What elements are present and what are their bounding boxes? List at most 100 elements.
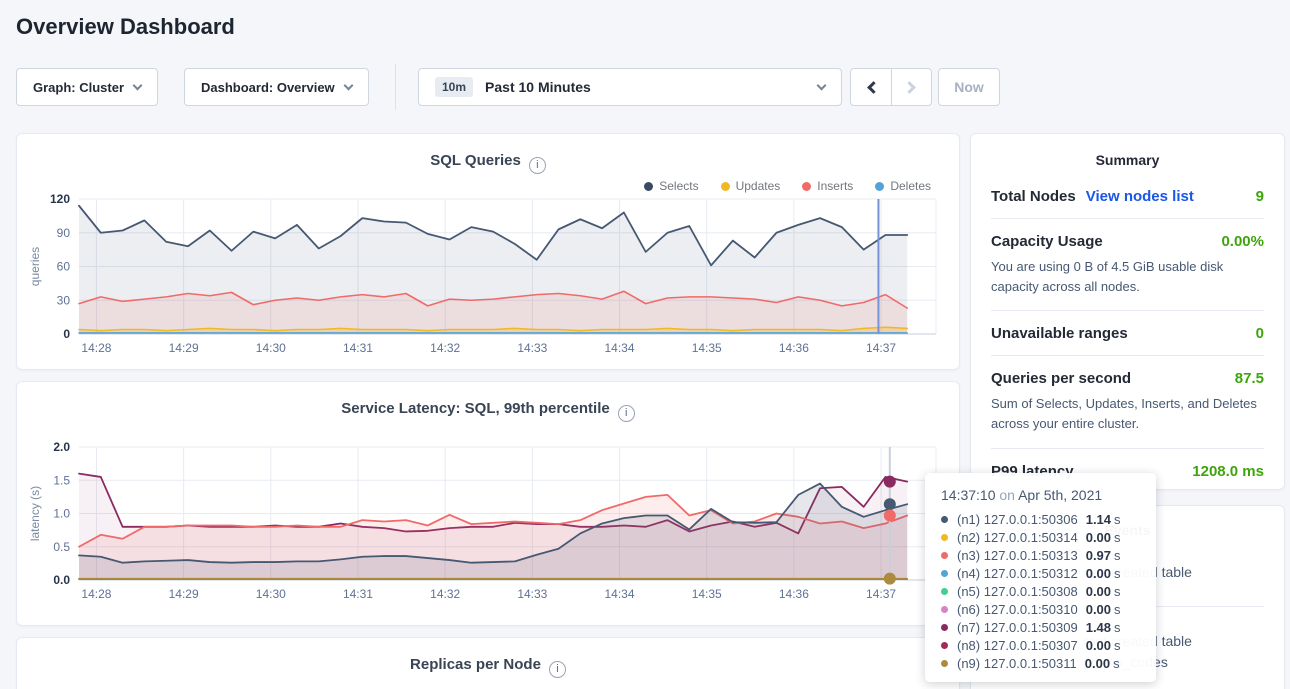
time-nav-group xyxy=(850,68,932,106)
summary-row-capacity: Capacity Usage 0.00% You are using 0 B o… xyxy=(991,219,1264,311)
svg-text:14:29: 14:29 xyxy=(169,341,199,355)
svg-text:14:31: 14:31 xyxy=(343,587,373,601)
qps-label: Queries per second xyxy=(991,370,1131,387)
chart-tooltip: 14:37:10 on Apr 5th, 2021 (n1) 127.0.0.1… xyxy=(925,473,1156,682)
svg-text:14:35: 14:35 xyxy=(692,341,722,355)
view-nodes-list-link[interactable]: View nodes list xyxy=(1086,188,1194,205)
svg-text:14:33: 14:33 xyxy=(517,341,547,355)
svg-text:14:30: 14:30 xyxy=(256,341,286,355)
svg-text:14:29: 14:29 xyxy=(169,587,199,601)
capacity-usage-desc: You are using 0 B of 4.5 GiB usable disk… xyxy=(991,257,1264,297)
summary-row-unavailable: Unavailable ranges 0 xyxy=(991,311,1264,356)
tooltip-row: (n9) 127.0.0.1:50311 0.00s xyxy=(941,654,1142,672)
tooltip-time: 14:37:10 xyxy=(941,487,996,503)
svg-text:0: 0 xyxy=(63,327,70,341)
tooltip-node-value: 1.48 xyxy=(1086,620,1111,635)
summary-row-total-nodes: Total Nodes View nodes list 9 xyxy=(991,174,1264,219)
tooltip-node-value: 0.00 xyxy=(1085,656,1110,671)
service-latency-chart[interactable]: 14:28 14:29 14:30 14:31 14:32 14:33 14:34 14:35… xyxy=(17,434,961,614)
svg-text:90: 90 xyxy=(57,226,71,240)
tooltip-node-unit: s xyxy=(1114,566,1121,581)
tooltip-node-value: 0.00 xyxy=(1086,602,1111,617)
svg-text:14:37: 14:37 xyxy=(866,341,896,355)
tooltip-node-value: 0.00 xyxy=(1086,530,1111,545)
replicas-per-node-title: Replicas per Node i xyxy=(17,656,959,678)
tooltip-node-label: (n6) 127.0.0.1:50310 xyxy=(957,602,1078,617)
tooltip-timestamp: 14:37:10 on Apr 5th, 2021 xyxy=(941,487,1142,503)
chevron-down-icon xyxy=(133,80,143,90)
tooltip-node-label: (n4) 127.0.0.1:50312 xyxy=(957,566,1078,581)
tooltip-node-value: 0.00 xyxy=(1086,566,1111,581)
graph-dropdown[interactable]: Graph: Cluster xyxy=(16,68,158,106)
time-range-dropdown[interactable]: 10m Past 10 Minutes xyxy=(418,68,842,106)
tooltip-node-value: 0.00 xyxy=(1086,638,1111,653)
time-range-badge: 10m xyxy=(435,77,473,97)
tooltip-node-unit: s xyxy=(1114,620,1121,635)
chevron-right-icon xyxy=(903,81,916,94)
tooltip-rows: (n1) 127.0.0.1:503061.14s(n2) 127.0.0.1:… xyxy=(941,510,1142,672)
capacity-usage-value: 0.00% xyxy=(1221,233,1264,250)
dashboard-dropdown[interactable]: Dashboard: Overview xyxy=(184,68,369,106)
svg-text:14:32: 14:32 xyxy=(430,587,460,601)
capacity-usage-label: Capacity Usage xyxy=(991,233,1103,250)
svg-text:14:33: 14:33 xyxy=(517,587,547,601)
tooltip-node-value: 0.97 xyxy=(1086,548,1111,563)
total-nodes-label: Total Nodes xyxy=(991,188,1076,205)
tooltip-date: Apr 5th, 2021 xyxy=(1018,487,1102,503)
tooltip-row: (n8) 127.0.0.1:50307 0.00s xyxy=(941,636,1142,654)
svg-text:14:37: 14:37 xyxy=(866,587,896,601)
sql-queries-card: SQL Queriesi SelectsUpdatesInsertsDelete… xyxy=(16,133,960,370)
tooltip-on-text: on xyxy=(999,487,1015,503)
info-icon[interactable]: i xyxy=(549,661,566,678)
tooltip-node-unit: s xyxy=(1114,530,1121,545)
tooltip-node-value: 1.14 xyxy=(1086,512,1111,527)
sql-queries-title-text: SQL Queries xyxy=(430,152,521,169)
svg-text:14:32: 14:32 xyxy=(430,341,460,355)
controls-divider xyxy=(395,64,396,110)
svg-text:14:30: 14:30 xyxy=(256,587,286,601)
graph-dropdown-label: Graph: Cluster xyxy=(33,80,124,95)
chevron-down-icon xyxy=(817,80,827,90)
time-range-label: Past 10 Minutes xyxy=(485,79,818,95)
tooltip-node-unit: s xyxy=(1114,638,1121,653)
tooltip-node-unit: s xyxy=(1113,656,1120,671)
svg-text:14:35: 14:35 xyxy=(692,587,722,601)
time-prev-button[interactable] xyxy=(851,69,891,105)
tooltip-node-unit: s xyxy=(1114,584,1121,599)
tooltip-row: (n4) 127.0.0.1:50312 0.00s xyxy=(941,564,1142,582)
tooltip-node-label: (n9) 127.0.0.1:50311 xyxy=(957,656,1077,671)
svg-text:14:34: 14:34 xyxy=(605,587,635,601)
node-color-dot-icon xyxy=(941,588,948,595)
tooltip-node-unit: s xyxy=(1114,548,1121,563)
tooltip-row: (n7) 127.0.0.1:50309 1.48s xyxy=(941,618,1142,636)
info-icon[interactable]: i xyxy=(529,157,546,174)
info-icon[interactable]: i xyxy=(618,405,635,422)
tooltip-node-value: 0.00 xyxy=(1086,584,1111,599)
svg-text:14:28: 14:28 xyxy=(81,341,111,355)
node-color-dot-icon xyxy=(941,624,948,631)
tooltip-row: (n2) 127.0.0.1:503140.00s xyxy=(941,528,1142,546)
svg-text:14:31: 14:31 xyxy=(343,341,373,355)
tooltip-node-label: (n7) 127.0.0.1:50309 xyxy=(957,620,1078,635)
tooltip-node-label: (n8) 127.0.0.1:50307 xyxy=(957,638,1078,653)
service-latency-card: Service Latency: SQL, 99th percentilei 1… xyxy=(16,381,960,626)
svg-text:14:36: 14:36 xyxy=(779,341,809,355)
time-next-button[interactable] xyxy=(891,69,931,105)
unavailable-ranges-value: 0 xyxy=(1256,325,1264,342)
page-title: Overview Dashboard xyxy=(16,14,235,40)
qps-value: 87.5 xyxy=(1235,370,1264,387)
summary-card: Summary Total Nodes View nodes list 9 Ca… xyxy=(970,133,1285,490)
node-color-dot-icon xyxy=(941,606,948,613)
chevron-left-icon xyxy=(867,81,880,94)
chevron-down-icon xyxy=(344,80,354,90)
svg-text:14:34: 14:34 xyxy=(605,341,635,355)
replicas-per-node-title-text: Replicas per Node xyxy=(410,656,541,673)
tooltip-node-label: (n5) 127.0.0.1:50308 xyxy=(957,584,1078,599)
svg-text:14:28: 14:28 xyxy=(81,587,111,601)
sql-queries-chart[interactable]: 14:28 14:29 14:30 14:31 14:32 14:33 14:34 14:35… xyxy=(17,186,961,366)
node-color-dot-icon xyxy=(941,516,948,523)
now-button[interactable]: Now xyxy=(938,68,1000,106)
svg-text:30: 30 xyxy=(57,293,71,307)
svg-text:1.0: 1.0 xyxy=(53,507,70,521)
svg-text:0.5: 0.5 xyxy=(53,540,70,554)
